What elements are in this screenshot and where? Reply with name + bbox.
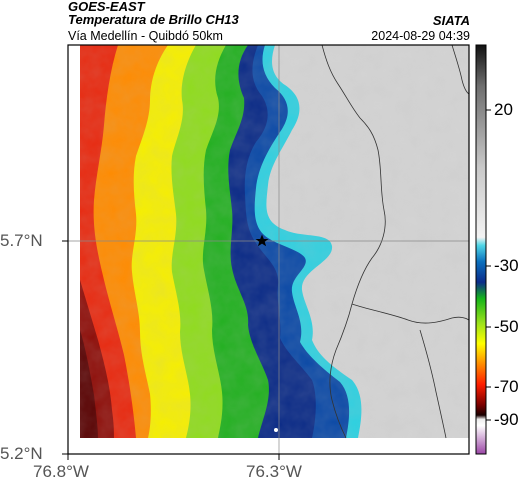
- coastline: [321, 45, 386, 439]
- y-tick-label: 5.7°N: [0, 231, 43, 250]
- colorbar-tick-label: 20: [494, 100, 513, 119]
- title-region: Vía Medellín - Quibdó 50km: [68, 29, 223, 43]
- admin-border-3: [419, 329, 447, 439]
- colorbar-tick-label: -30: [494, 256, 519, 275]
- white-point-icon: [274, 428, 278, 432]
- colorbar-tick-label: -90: [494, 410, 519, 429]
- admin-border-1: [351, 303, 469, 324]
- x-tick-label: 76.8°W: [33, 462, 89, 481]
- colorbar: [475, 44, 487, 455]
- colorbar-tick-label: -70: [494, 377, 519, 396]
- title-product: Temperatura de Brillo CH13: [68, 12, 239, 27]
- location-star-icon: [255, 234, 269, 247]
- colorbar-tick-label: -50: [494, 317, 519, 336]
- x-tick-label: 76.3°W: [246, 462, 302, 481]
- agency-label: SIATA: [432, 13, 470, 28]
- plot-frame: [67, 44, 470, 455]
- admin-border-2: [451, 45, 469, 95]
- y-tick-label: 5.2°N: [0, 444, 43, 463]
- title-satellite: GOES-EAST: [68, 0, 145, 14]
- datetime-label: 2024-08-29 04:39: [371, 29, 470, 43]
